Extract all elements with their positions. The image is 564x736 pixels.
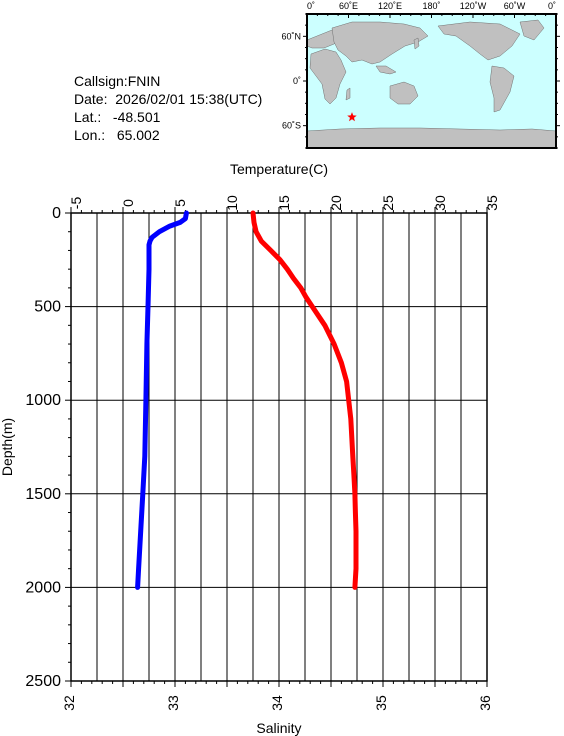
depth-axis-title: Depth(m) xyxy=(0,418,15,476)
date-value: 2026/02/01 15:38(UTC) xyxy=(115,91,263,107)
salinity-tick-label: 34 xyxy=(269,695,285,711)
salinity-tick-label: 35 xyxy=(373,695,389,711)
station-info: Callsign:FNIN Date: 2026/02/01 15:38(UTC… xyxy=(74,72,262,144)
map-lon-label: 120˚E xyxy=(378,1,402,11)
lon-value: 65.002 xyxy=(116,127,160,143)
map-land xyxy=(306,19,557,149)
se-asia-islands xyxy=(375,65,397,75)
africa-landmass xyxy=(309,48,347,105)
madagascar-landmass xyxy=(345,87,351,101)
depth-tick-label: 1500 xyxy=(25,486,61,503)
map-lon-label: 60˚W xyxy=(504,1,526,11)
australia-landmass xyxy=(389,81,419,105)
lon-label: Lon.: xyxy=(74,127,106,143)
temperature-tick-label: 25 xyxy=(380,195,396,211)
lat-line: Lat.: -48.501 xyxy=(74,108,262,126)
lat-label: Lat.: xyxy=(74,109,102,125)
temperature-tick-label: -5 xyxy=(68,197,84,210)
depth-tick-label: 0 xyxy=(52,205,61,222)
europe-landmass xyxy=(306,29,341,49)
map-lon-label: 0˚ xyxy=(548,1,556,11)
depth-tick-label: 500 xyxy=(34,299,61,316)
station-star-icon xyxy=(347,112,357,122)
temperature-tick-label: 35 xyxy=(484,195,500,211)
temperature-tick-label: 30 xyxy=(432,195,448,211)
map-lon-label: 120˚W xyxy=(460,1,487,11)
asia-landmass xyxy=(331,21,429,65)
lon-line: Lon.: 65.002 xyxy=(74,126,262,144)
depth-tick-label: 2500 xyxy=(25,673,61,690)
map-lon-label: 0˚ xyxy=(307,1,315,11)
temperature-tick-label: 20 xyxy=(328,195,344,211)
temperature-tick-label: 10 xyxy=(224,195,240,211)
north-america-landmass xyxy=(437,21,521,61)
temperature-tick-label: 5 xyxy=(172,199,188,207)
callsign-value: FNIN xyxy=(127,73,161,89)
salinity-tick-label: 36 xyxy=(477,695,493,711)
map-lat-label: 0˚ xyxy=(293,76,301,86)
map-lon-label: 60˚E xyxy=(339,1,358,11)
map-lon-label: 180˚ xyxy=(422,1,440,11)
temperature-axis-title: Temperature(C) xyxy=(230,161,328,177)
callsign-label: Callsign: xyxy=(74,73,128,89)
date-label: Date: xyxy=(74,91,108,107)
south-america-landmass xyxy=(489,65,515,113)
salinity-tick-label: 33 xyxy=(165,695,181,711)
salinity-tick-label: 32 xyxy=(61,695,77,711)
salinity-axis-title: Salinity xyxy=(256,720,301,736)
greenland-landmass xyxy=(519,19,545,41)
date-line: Date: 2026/02/01 15:38(UTC) xyxy=(74,90,262,108)
world-map: 0˚ 60˚E 120˚E 180˚ 120˚W 60˚W 0˚ 60˚N 0˚ 60˚S xyxy=(281,1,560,149)
map-lat-label: 60˚N xyxy=(281,31,301,41)
japan-landmass xyxy=(413,37,420,50)
callsign-line: Callsign:FNIN xyxy=(74,72,262,90)
temperature-profile-line xyxy=(250,210,359,590)
map-lat-label: 60˚S xyxy=(282,121,301,131)
temperature-tick-label: 0 xyxy=(120,199,136,207)
depth-tick-label: 1000 xyxy=(25,392,61,409)
salinity-profile-line xyxy=(135,210,189,590)
temperature-tick-label: 15 xyxy=(276,195,292,211)
lat-value: -48.501 xyxy=(112,109,161,125)
depth-tick-label: 2000 xyxy=(25,579,61,596)
